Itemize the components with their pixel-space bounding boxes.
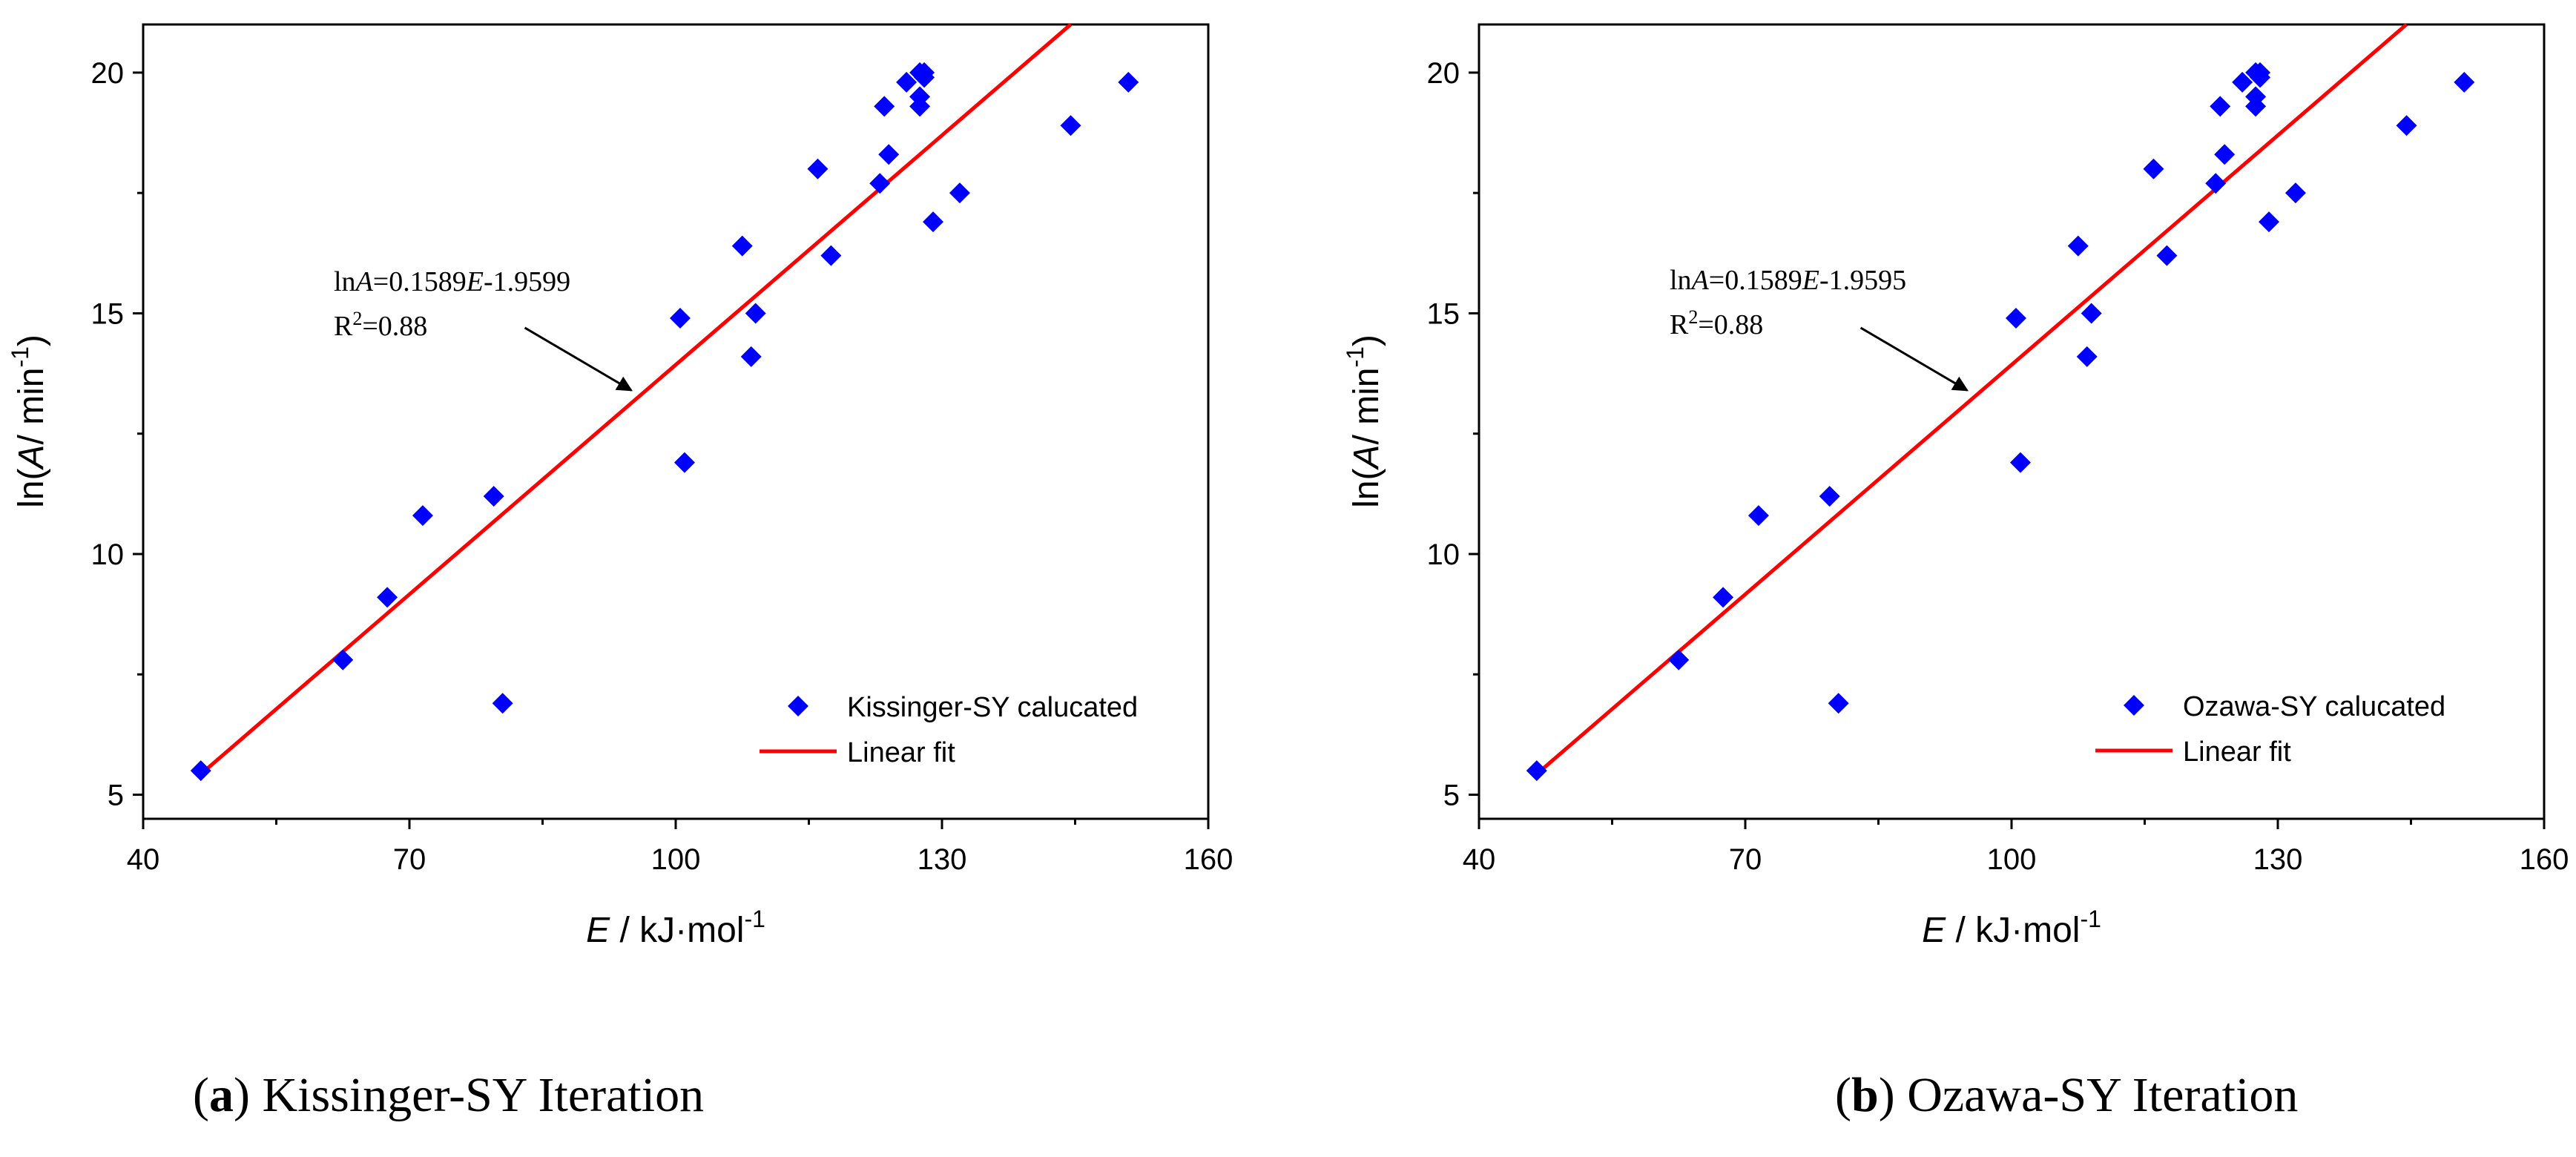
fit-line	[200, 23, 1073, 776]
data-point	[2259, 211, 2280, 233]
panel-caption: (b) Ozawa-SY Iteration	[1835, 1068, 2298, 1122]
data-point	[2210, 96, 2231, 117]
y-axis: 5 10 15 20	[1427, 57, 1479, 812]
data-point	[2232, 71, 2253, 93]
data-point	[2067, 235, 2089, 257]
data-point	[1713, 587, 1734, 608]
panel-a: 40 70 100 130 160 5 10 15 20 lnA=0.1589E-1.9599…	[7, 23, 1233, 1122]
x-tick-label: 70	[393, 843, 426, 876]
panel-caption: (a) Kissinger-SY Iteration	[193, 1068, 704, 1122]
x-tick-label: 70	[1729, 843, 1762, 876]
data-point	[1526, 760, 1547, 782]
data-point	[896, 71, 918, 93]
data-point	[1828, 693, 1849, 714]
y-tick-label: 10	[1427, 538, 1460, 571]
x-axis: 40 70 100 130 160	[1463, 819, 2569, 876]
annotation-arrow	[1859, 326, 1969, 392]
panel-b: 40 70 100 130 160 5 10 15 20 lnA=0.1589E-1.9595…	[1342, 23, 2569, 1122]
annotation-arrow	[524, 326, 633, 392]
data-point	[492, 693, 513, 714]
data-point	[1819, 486, 1840, 507]
data-point	[2205, 173, 2227, 194]
data-point	[2156, 245, 2178, 266]
data-point	[669, 307, 691, 329]
y-tick-label: 10	[91, 538, 125, 571]
fit-line	[1535, 23, 2408, 776]
data-point	[909, 86, 931, 108]
data-point	[332, 649, 354, 670]
data-point	[807, 158, 829, 179]
x-tick-label: 130	[918, 843, 967, 876]
y-tick-label: 5	[108, 779, 124, 812]
legend-marker	[788, 696, 808, 716]
data-point	[190, 760, 211, 782]
data-point	[1747, 505, 1769, 527]
data-point	[745, 303, 766, 324]
x-tick-label: 100	[651, 843, 701, 876]
fit-equation: lnA=0.1589E-1.9595	[1670, 265, 1906, 296]
data-point	[2076, 346, 2098, 367]
r-squared: R2=0.88	[334, 308, 427, 342]
y-tick-label: 5	[1443, 779, 1460, 812]
fit-layer	[200, 23, 1073, 776]
data-point	[1060, 115, 1081, 136]
data-point	[914, 67, 935, 88]
data-point	[673, 452, 695, 473]
data-point	[2454, 71, 2475, 93]
x-tick-label: 40	[127, 843, 160, 876]
data-point	[923, 211, 944, 233]
x-tick-label: 100	[1987, 843, 2037, 876]
data-point	[2009, 452, 2031, 473]
data-points	[1526, 62, 2475, 782]
fit-equation: lnA=0.1589E-1.9599	[334, 266, 570, 297]
data-point	[2285, 182, 2306, 204]
x-axis: 40 70 100 130 160	[127, 819, 1233, 876]
legend: Kissinger-SY calucated Linear fit	[760, 692, 1138, 768]
y-tick-label: 20	[91, 57, 125, 90]
data-point	[731, 235, 753, 257]
data-point	[412, 505, 433, 527]
data-point	[2081, 303, 2102, 324]
r-squared: R2=0.88	[1670, 306, 1763, 340]
data-point	[820, 245, 842, 266]
y-tick-label: 20	[1427, 57, 1460, 90]
data-point	[1668, 649, 1690, 670]
y-axis-label: ln(A/ min-1)	[1342, 334, 1386, 508]
data-point	[869, 173, 891, 194]
legend-label-fit: Linear fit	[847, 737, 955, 768]
x-axis-label: E / kJ·mol-1	[1922, 906, 2101, 950]
data-point	[740, 346, 762, 367]
data-point	[2250, 67, 2271, 88]
legend-label-points: Kissinger-SY calucated	[847, 692, 1138, 723]
fit-layer	[1535, 23, 2408, 776]
y-axis: 5 10 15 20	[91, 57, 143, 812]
y-tick-label: 15	[91, 297, 125, 330]
legend-marker	[2124, 695, 2144, 716]
data-point	[2005, 307, 2026, 329]
data-point	[2245, 86, 2267, 108]
y-tick-label: 15	[1427, 297, 1460, 330]
data-point	[878, 144, 900, 165]
data-point	[483, 486, 504, 507]
y-axis-label: ln(A/ min-1)	[7, 334, 51, 508]
data-point	[377, 587, 398, 608]
legend-label-points: Ozawa-SY calucated	[2183, 691, 2445, 722]
data-point	[874, 96, 895, 117]
legend: Ozawa-SY calucated Linear fit	[2095, 691, 2445, 768]
x-axis-label: E / kJ·mol-1	[586, 906, 765, 950]
x-tick-label: 130	[2253, 843, 2303, 876]
data-point	[2143, 158, 2164, 179]
x-tick-label: 160	[1184, 843, 1233, 876]
data-point	[2396, 115, 2417, 136]
data-point	[949, 182, 970, 204]
x-tick-label: 160	[2520, 843, 2569, 876]
legend-label-fit: Linear fit	[2183, 736, 2291, 768]
data-points	[190, 62, 1139, 782]
x-tick-label: 40	[1463, 843, 1496, 876]
data-point	[2214, 144, 2236, 165]
data-point	[1118, 71, 1139, 93]
